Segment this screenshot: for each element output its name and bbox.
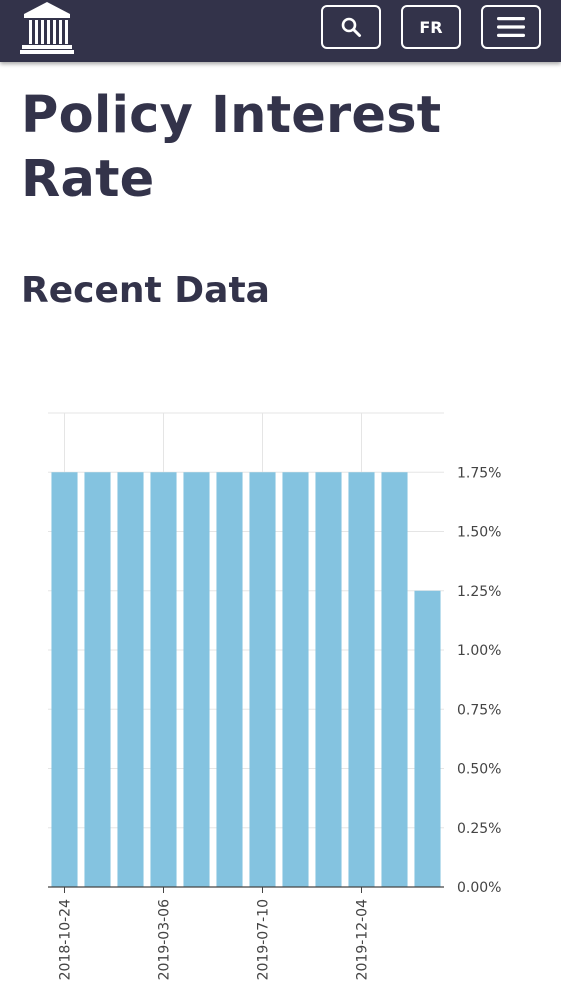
bar xyxy=(84,472,111,887)
y-tick-label: 1.25% xyxy=(457,584,501,600)
page-title: Policy Interest Rate xyxy=(21,86,442,209)
y-tick-label: 1.75% xyxy=(457,465,501,481)
x-tick-label: 2019-07-10 xyxy=(256,899,272,980)
x-tick-label: 2019-12-04 xyxy=(355,899,371,980)
top-navigation-bar: FR xyxy=(0,0,561,62)
bar xyxy=(150,472,177,887)
bar xyxy=(51,472,78,887)
x-tick-label: 2019-03-06 xyxy=(157,899,173,980)
bank-building-icon[interactable] xyxy=(20,0,74,54)
y-tick-label: 0.75% xyxy=(457,702,501,718)
search-icon xyxy=(341,17,361,37)
bar xyxy=(183,472,210,887)
bar xyxy=(282,472,309,887)
search-button[interactable] xyxy=(321,5,381,49)
bar xyxy=(216,472,243,887)
bar xyxy=(249,472,276,887)
language-label: FR xyxy=(419,17,443,37)
chart-axes: 0.00% 0.25% 0.50% 0.75% 1.00% 1.25% 1.50% 1.75%… xyxy=(48,465,501,980)
x-tick-label: 2018-10-24 xyxy=(58,899,74,980)
bar xyxy=(315,472,342,887)
chart-bars xyxy=(51,472,441,887)
y-tick-label: 0.25% xyxy=(457,821,501,837)
bar xyxy=(381,472,408,887)
hamburger-menu-icon xyxy=(497,17,525,37)
y-tick-label: 1.50% xyxy=(457,525,501,541)
y-tick-label: 0.00% xyxy=(457,880,501,896)
language-toggle-button[interactable]: FR xyxy=(401,5,461,49)
policy-rate-bar-chart: 0.00% 0.25% 0.50% 0.75% 1.00% 1.25% 1.50% 1.75%… xyxy=(48,412,501,980)
y-tick-label: 0.50% xyxy=(457,762,501,778)
menu-button[interactable] xyxy=(481,5,541,49)
section-title: Recent Data xyxy=(21,270,270,311)
bar xyxy=(348,472,375,887)
bar xyxy=(414,590,441,887)
y-tick-label: 1.00% xyxy=(457,643,501,659)
bar xyxy=(117,472,144,887)
